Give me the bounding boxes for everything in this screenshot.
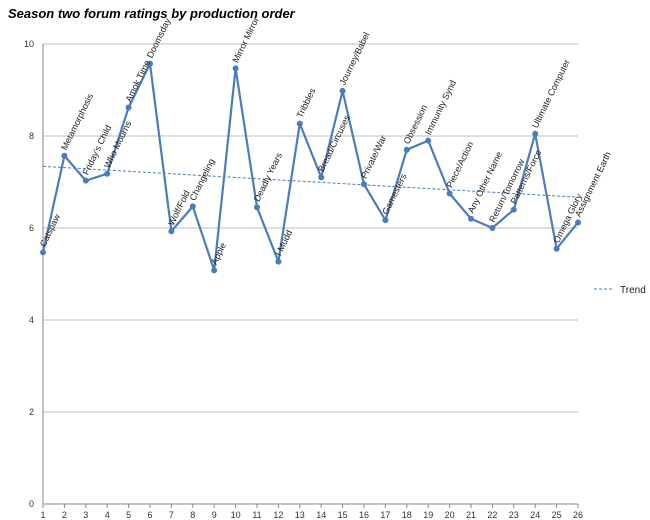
data-point (425, 137, 432, 144)
series-line-group (41, 62, 579, 272)
y-tick-label: 4 (29, 315, 34, 325)
x-tick-label: 6 (147, 510, 152, 520)
data-label: Changeling (188, 157, 217, 202)
y-tick-label: 10 (24, 39, 34, 49)
data-point (61, 152, 68, 159)
data-point (211, 267, 218, 274)
data-label: Journey/Babel (337, 31, 371, 87)
data-point (232, 65, 239, 72)
data-point (532, 130, 539, 137)
data-point (575, 219, 581, 226)
data-label: I Mudd (273, 228, 294, 257)
data-label: Mirror Mirror (230, 15, 261, 64)
data-point (168, 228, 175, 235)
data-label: Metamorphosis (59, 92, 95, 152)
data-label: Catspaw (38, 212, 63, 248)
data-label: Private/War (359, 134, 388, 180)
x-tick-label: 25 (552, 510, 562, 520)
data-label: Gamesters (380, 172, 409, 216)
data-label: Piece/Action (444, 140, 475, 189)
x-tick-label: 18 (402, 510, 412, 520)
x-tick-label: 19 (423, 510, 433, 520)
x-tick-label: 13 (295, 510, 305, 520)
data-point (275, 258, 282, 265)
y-tick-labels: 0 2 4 6 8 10 (24, 39, 34, 509)
series-line (41, 62, 579, 272)
x-tick-label: 26 (573, 510, 583, 520)
data-label: Tribbles (295, 86, 318, 119)
data-point (446, 190, 453, 197)
data-point (403, 146, 410, 153)
gridlines (43, 43, 578, 413)
data-point (318, 174, 325, 181)
x-tick-label: 1 (40, 510, 45, 520)
data-point (82, 177, 89, 184)
y-tick-label: 6 (29, 223, 34, 233)
x-tick-label: 9 (212, 510, 217, 520)
data-point (468, 215, 474, 222)
y-tick-label: 0 (29, 499, 34, 509)
data-point (147, 60, 153, 67)
x-tick-label: 8 (190, 510, 195, 520)
data-label: Apple (209, 241, 228, 266)
y-tick-label: 2 (29, 407, 34, 417)
data-point (361, 181, 367, 188)
x-tick-label: 15 (338, 510, 348, 520)
x-tick-label: 7 (169, 510, 174, 520)
data-label: Deadly Years (252, 151, 284, 204)
x-tick-labels: 1 2 3 4 5 6 7 8 9 10 11 12 13 14 15 16 17 18 19 20 21 22 23 24 2… (40, 510, 583, 520)
x-tick-label: 23 (509, 510, 519, 520)
x-tick-label: 17 (380, 510, 390, 520)
x-tick-label: 21 (466, 510, 476, 520)
x-tick-label: 24 (530, 510, 540, 520)
data-label: Ultimate Computer (530, 58, 572, 130)
x-tick-label: 22 (487, 510, 497, 520)
data-point (553, 245, 560, 252)
data-point (125, 104, 132, 111)
data-point (189, 203, 196, 210)
data-label: Obsession (402, 103, 430, 146)
axes (42, 44, 579, 508)
data-point (104, 170, 111, 177)
x-tick-label: 2 (62, 510, 67, 520)
data-point (339, 87, 346, 94)
x-tick-label: 4 (105, 510, 110, 520)
data-point (40, 249, 46, 256)
trend-line-group (42, 165, 579, 198)
data-point (296, 120, 303, 127)
data-point (254, 204, 260, 211)
x-tick-label: 10 (231, 510, 241, 520)
x-tick-label: 3 (83, 510, 88, 520)
trend-line (42, 165, 579, 198)
data-label: Assignment Earth (573, 150, 613, 218)
x-tick-label: 12 (273, 510, 283, 520)
legend: Trend (594, 285, 646, 296)
data-label: Amok Time (123, 59, 152, 104)
x-tick-label: 20 (445, 510, 455, 520)
data-point (489, 225, 496, 231)
x-tick-label: 14 (316, 510, 326, 520)
x-tick-label: 16 (359, 510, 369, 520)
y-tick-label: 8 (29, 131, 34, 141)
chart-title: Season two forum ratings by production o… (8, 6, 295, 21)
legend-label-trend: Trend (620, 285, 646, 296)
x-tick-label: 5 (126, 510, 131, 520)
data-points (40, 60, 581, 274)
data-point (510, 206, 517, 213)
data-point (382, 217, 389, 224)
data-label: Doomsday (145, 16, 173, 59)
x-tick-label: 11 (252, 510, 261, 520)
